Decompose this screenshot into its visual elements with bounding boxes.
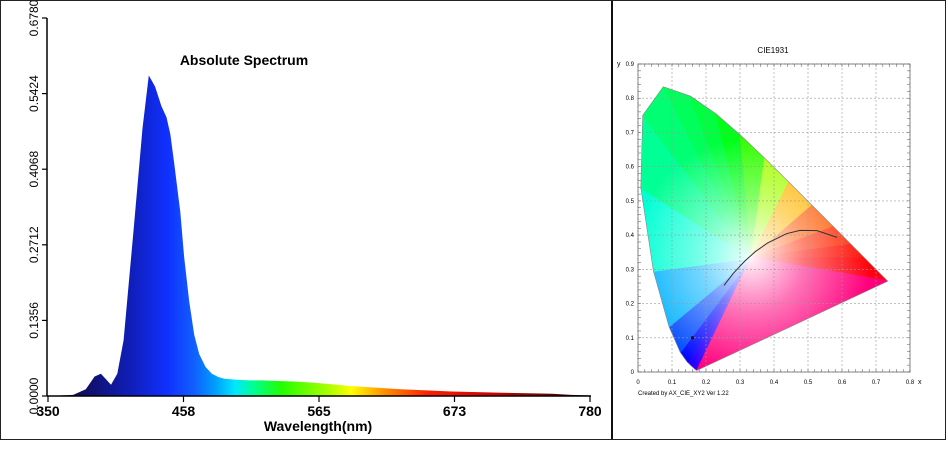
cie-y-tick-label: 0 xyxy=(631,370,635,376)
spectrum-y-tick-label: 0.0000 xyxy=(27,377,41,414)
cie-x-tick-label: 0.8 xyxy=(906,380,915,386)
cie-y-tick-label: 0.5 xyxy=(626,199,635,205)
cie-y-tick-label: 0.7 xyxy=(626,130,635,136)
spectrum-title: Absolute Spectrum xyxy=(180,52,308,68)
spectrum-y-tick-label: 0.5424 xyxy=(27,75,41,112)
cie-title: CIE1931 xyxy=(757,46,789,55)
cie-x-tick-label: 0.7 xyxy=(872,380,881,386)
spectrum-x-axis-label: Wavelength(nm) xyxy=(264,418,372,434)
cie-x-tick-label: 0.6 xyxy=(838,380,847,386)
spectral-locus xyxy=(640,86,889,371)
cie-y-axis-letter: y xyxy=(617,61,621,68)
cie-y-tick-label: 0.1 xyxy=(626,336,635,342)
cie-y-tick-label: 0.9 xyxy=(626,62,635,68)
cie-x-tick-label: 0.1 xyxy=(668,380,677,386)
spectrum-x-tick-label: 565 xyxy=(307,403,331,419)
cie-x-tick-label: 0.5 xyxy=(804,380,813,386)
cie-x-tick-label: 0 xyxy=(636,380,640,386)
caption-stub xyxy=(6,441,156,455)
spectrum-y-tick-label: 0.6780 xyxy=(27,0,41,36)
absolute-spectrum-chart: 350 458 565 673 780 0.0000 0.1356 0.2712 0.4068… xyxy=(27,0,602,434)
planckian-locus xyxy=(723,229,838,286)
cie-x-axis-letter: x xyxy=(918,379,922,386)
spectrum-y-tick-label: 0.2712 xyxy=(27,226,41,263)
panel-divider xyxy=(611,0,613,440)
cie-y-tick-label: 0.4 xyxy=(626,233,635,239)
spectrum-x-tick-label: 673 xyxy=(443,403,467,419)
spectrum-x-tick-label: 780 xyxy=(578,403,602,419)
cie-x-tick-label: 0.4 xyxy=(770,380,779,386)
cie-x-tick-label: 0.3 xyxy=(736,380,745,386)
spectrum-y-tick-label: 0.1356 xyxy=(27,302,41,339)
absolute-spectrum-panel: 350 458 565 673 780 0.0000 0.1356 0.2712 0.4068… xyxy=(27,0,602,434)
cie1931-panel: 0 0.1 0.2 0.3 0.4 0.5 0.6 0.7 0.8 0 0.1 0.2 0.3 0.4 0… xyxy=(612,0,946,440)
spectrum-area xyxy=(48,75,590,397)
spectrum-x-tick-label: 350 xyxy=(36,403,60,419)
cie-x-tick-label: 0.2 xyxy=(702,380,711,386)
cie-y-tick-label: 0.8 xyxy=(626,96,635,102)
spectrum-y-tick-label: 0.4068 xyxy=(27,151,41,188)
cie1931-chart: 0 0.1 0.2 0.3 0.4 0.5 0.6 0.7 0.8 0 0.1 0.2 0.3 0.4 0… xyxy=(617,46,922,397)
cie-footer: Created by AX_CIE_XY2 Ver 1.22 xyxy=(638,391,729,397)
spectrum-x-tick-label: 458 xyxy=(172,403,196,419)
cie-y-tick-label: 0.3 xyxy=(626,267,635,273)
measured-chromaticity-point xyxy=(690,336,694,340)
cie-y-tick-label: 0.2 xyxy=(626,302,635,308)
cie-y-tick-label: 0.6 xyxy=(626,165,635,171)
